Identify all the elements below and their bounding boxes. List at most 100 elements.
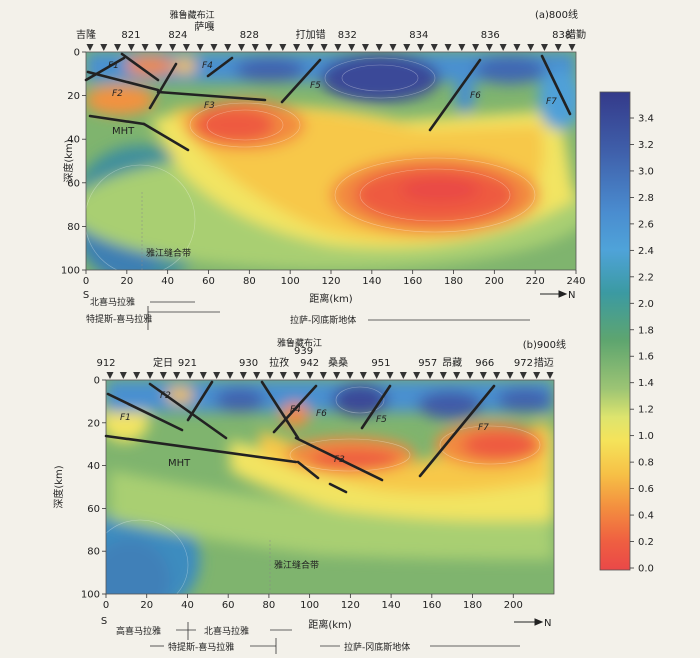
fault-label-b-4: F4 xyxy=(290,405,301,415)
station-label-b-10: 957 xyxy=(418,358,437,369)
x-tick-label-a-12: 240 xyxy=(566,276,585,287)
fault-b-f1 xyxy=(106,392,184,432)
station-marker-b-21 xyxy=(386,372,394,379)
station-label-a-5: 828 xyxy=(240,30,259,41)
fault-a-f1-south xyxy=(84,56,126,82)
colorbar-tick-label-2: 3.0 xyxy=(638,166,654,177)
panel-b-contours xyxy=(106,386,541,594)
panel-a-unit-bars xyxy=(147,301,530,330)
fault-label-a-2: F2 xyxy=(112,89,123,99)
station-marker-b-19 xyxy=(359,372,367,379)
panel-a-n-label: N xyxy=(568,290,575,301)
panel-b-resistivity-field xyxy=(106,380,554,594)
colorbar-ticks: 3.4 3.2 3.0 2.8 2.6 2.4 2.2 2.0 1.8 1.6 1.4 1.2 1.0 0… xyxy=(630,114,654,575)
fault-a-f1 xyxy=(86,70,160,92)
panel-b-xlabel: 距离(km) xyxy=(308,618,351,631)
panel-b-unit-bars xyxy=(150,622,520,654)
station-marker-b-24 xyxy=(426,372,434,379)
station-label-b-0: 912 xyxy=(96,358,115,369)
station-marker-a-22 xyxy=(389,44,397,51)
fault-b-mht-2 xyxy=(296,460,320,480)
x-tick-label-a-7: 140 xyxy=(362,276,381,287)
fault-label-b-5: F5 xyxy=(376,415,387,425)
station-label-a-6: 打加错 xyxy=(296,28,326,41)
station-marker-a-32 xyxy=(527,44,535,51)
panel-a-xlabel: 距离(km) xyxy=(309,292,352,305)
y-tick-label-a-5: 100 xyxy=(61,266,80,277)
station-marker-b-11 xyxy=(253,372,261,379)
station-marker-b-27 xyxy=(466,372,474,379)
fault-label-a-1: F1 xyxy=(108,61,119,71)
station-label-b-2: 921 xyxy=(178,358,197,369)
station-label-b-14: 措迈 xyxy=(534,356,554,369)
colorbar-tick-label-7: 2.0 xyxy=(638,299,654,310)
station-label-b-7: 942 xyxy=(300,358,319,369)
fault-b-f7 xyxy=(418,384,496,478)
station-marker-b-23 xyxy=(413,372,421,379)
station-marker-b-15 xyxy=(306,372,314,379)
unit-a-lhasa: 拉萨-冈底斯地体 xyxy=(290,314,356,326)
station-label-b-3: 930 xyxy=(239,358,258,369)
y-tick-label-a-4: 80 xyxy=(67,222,80,233)
unit-b-high-himalaya: 高喜马拉雅 xyxy=(116,625,161,637)
panel-a-title: (a)800线 xyxy=(535,8,578,21)
x-tick-label-b-1: 20 xyxy=(140,600,153,611)
fault-a-f6 xyxy=(428,58,482,132)
x-tick-label-b-5: 100 xyxy=(300,600,319,611)
panel-b-frame xyxy=(105,379,555,595)
station-marker-b-31 xyxy=(519,372,527,379)
unit-a-tethys-himalaya: 特提斯-喜马拉雅 xyxy=(86,313,152,325)
colorbar-tick-label-12: 1.0 xyxy=(638,431,654,442)
station-label-b-11: 昂藏 xyxy=(442,357,462,369)
fault-a-f3-west xyxy=(148,62,178,110)
colorbar-tick-label-10: 1.4 xyxy=(638,378,654,389)
x-tick-label-a-1: 20 xyxy=(120,276,133,287)
panel-b-n-label: N xyxy=(544,618,551,629)
fault-label-b-7: F7 xyxy=(478,423,489,433)
x-tick-label-a-9: 180 xyxy=(444,276,463,287)
station-marker-b-25 xyxy=(439,372,447,379)
x-tick-label-b-9: 180 xyxy=(463,600,482,611)
fault-a-f1b xyxy=(120,52,160,82)
unit-b-tethys-himalaya: 特提斯-喜马拉雅 xyxy=(168,641,234,653)
colorbar-tick-label-4: 2.6 xyxy=(638,219,654,230)
panel-a-contours xyxy=(86,57,536,270)
panel-a-resistivity-field xyxy=(86,52,576,270)
station-label-a-8: 834 xyxy=(409,30,428,41)
station-label-a-10: 838 xyxy=(552,30,571,41)
station-label-a-4: 萨嘎 xyxy=(194,21,214,33)
station-marker-b-13 xyxy=(279,372,287,379)
fault-b-f5 xyxy=(360,384,392,430)
station-marker-a-20 xyxy=(361,44,369,51)
fault-b-f3 xyxy=(260,380,300,440)
x-tick-label-a-5: 100 xyxy=(281,276,300,287)
station-label-a-3: 雅鲁藏布江 xyxy=(170,9,215,21)
station-marker-a-11 xyxy=(237,44,245,51)
station-marker-a-8 xyxy=(196,44,204,51)
station-marker-b-29 xyxy=(493,372,501,379)
fault-a-f4 xyxy=(206,56,234,78)
station-marker-a-5 xyxy=(155,44,163,51)
station-label-b-13: 972 xyxy=(514,358,533,369)
panel-b-title: (b)900线 xyxy=(523,338,566,351)
colorbar-tick-label-8: 1.8 xyxy=(638,325,654,336)
station-label-b-12: 966 xyxy=(475,358,494,369)
colorbar-tick-label-0: 3.4 xyxy=(638,114,654,125)
station-marker-a-16 xyxy=(306,44,314,51)
colorbar-tick-label-16: 0.2 xyxy=(638,537,654,548)
station-label-a-11: 措勤 xyxy=(566,28,586,41)
station-marker-a-18 xyxy=(334,44,342,51)
x-tick-label-b-8: 160 xyxy=(422,600,441,611)
colorbar-tick-label-1: 3.2 xyxy=(638,140,654,151)
panel-a-n-arrow xyxy=(540,290,568,298)
mht-label-b: MHT xyxy=(168,458,191,469)
colorbar-tick-label-13: 0.8 xyxy=(638,458,654,469)
station-marker-b-10 xyxy=(239,372,247,379)
station-marker-b-28 xyxy=(479,372,487,379)
x-tick-label-a-2: 40 xyxy=(161,276,174,287)
station-marker-b-20 xyxy=(373,372,381,379)
station-marker-a-29 xyxy=(485,44,493,51)
y-tick-label-b-1: 20 xyxy=(87,418,100,429)
station-marker-a-2 xyxy=(114,44,122,51)
